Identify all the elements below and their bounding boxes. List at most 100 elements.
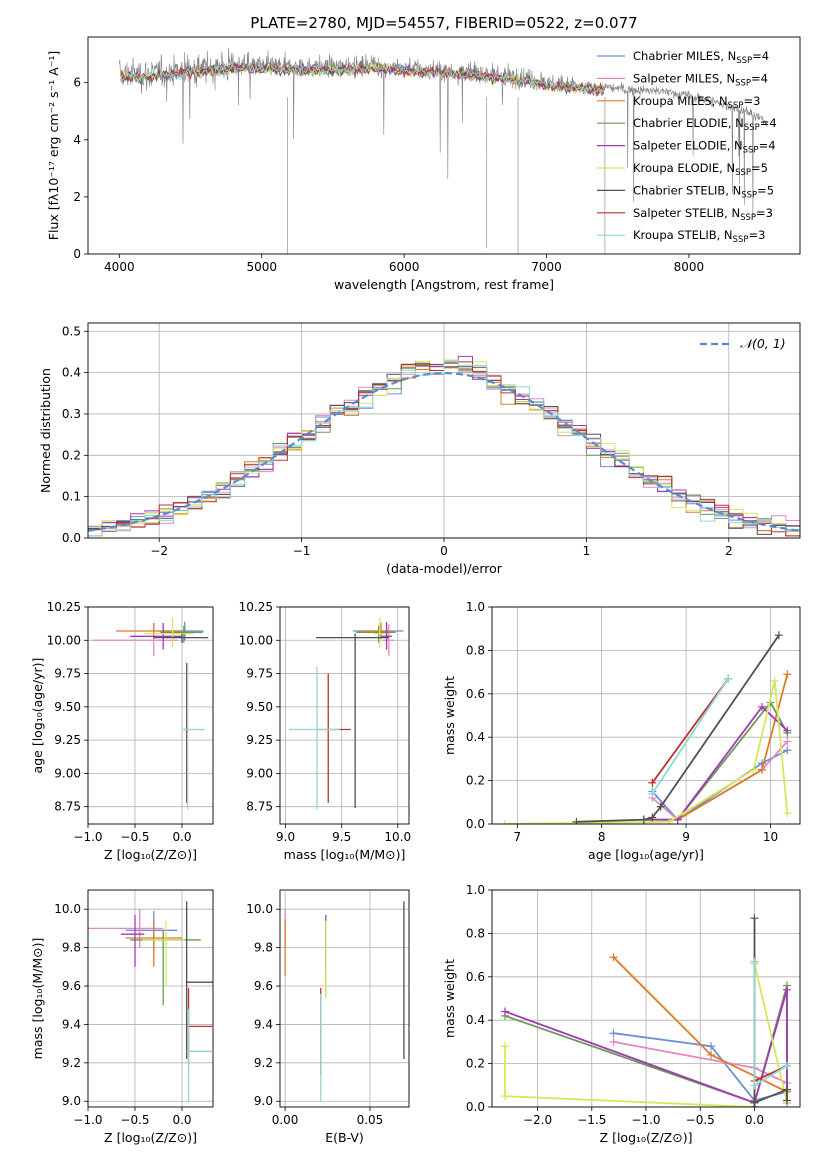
- model-spectrum-line: [120, 62, 604, 95]
- massweight-vs-age-panel: 7 8 9 10 0.0 0.2 0.4 0.6 0.8 1.0 age [log₁₀(age/yr…: [442, 600, 801, 862]
- legend-suffix: =4: [760, 116, 777, 130]
- legend-suffix: =3: [748, 228, 765, 242]
- y-tick-label: 9.2: [62, 1056, 81, 1070]
- legend-name: Salpeter STELIB, N: [633, 206, 740, 220]
- x-tick-label: 0.0: [172, 830, 191, 844]
- y-tick-label: 10.00: [47, 633, 81, 647]
- mass-vs-ebv-panel: 0.00 0.05 9.0 9.2 9.4 9.6 9.8 10.0 E(B-V): [246, 889, 410, 1145]
- y-tick-label: 9.00: [246, 766, 273, 780]
- x-tick-label: 9.0: [276, 830, 295, 844]
- y-tick-label: 8.75: [246, 800, 273, 814]
- legend-suffix: =3: [743, 94, 760, 108]
- mass-weight-marker: [783, 726, 792, 735]
- y-tick-label: 10.00: [239, 633, 273, 647]
- y-tick-label: 9.4: [62, 1017, 81, 1031]
- y-tick-label: 10.25: [239, 600, 273, 614]
- legend-name: Chabrier MILES, N: [633, 49, 736, 63]
- y-axis-label: Normed distribution: [38, 368, 53, 493]
- x-tick-label: −1.0: [73, 1113, 102, 1127]
- mass-weight-marker: [750, 914, 759, 923]
- legend-name: Salpeter MILES, N: [633, 71, 735, 85]
- x-tick-label: 0.0: [745, 1113, 764, 1127]
- legend-entry: Chabrier STELIB, NSSP=5: [633, 183, 774, 200]
- mass-weight-marker: [770, 676, 779, 685]
- y-tick-label: 0.6: [466, 970, 485, 984]
- axes-frame: [491, 606, 801, 825]
- y-axis-label: mass [log₁₀(M/M⊙)]: [30, 938, 45, 1060]
- mass-weight-marker: [774, 631, 783, 640]
- axes-frame: [87, 889, 214, 1108]
- y-axis-label: mass weight: [442, 676, 457, 755]
- x-tick-label: 4000: [104, 260, 135, 274]
- mass-weight-marker: [609, 953, 618, 962]
- y-tick-label: 9.75: [54, 667, 81, 681]
- legend-suffix: =4: [751, 71, 768, 85]
- mass-weight-marker: [572, 817, 581, 824]
- axes-frame: [87, 36, 801, 255]
- legend-sub: SSP: [741, 190, 757, 200]
- x-tick-label: −0.5: [120, 830, 149, 844]
- x-tick-label: 8000: [674, 260, 705, 274]
- chart-title: PLATE=2780, MJD=54557, FIBERID=0522, z=0…: [250, 14, 637, 32]
- y-tick-label: 0.0: [466, 817, 485, 831]
- legend-suffix: =5: [751, 161, 768, 175]
- mass-weight-line: [643, 705, 788, 821]
- mass-weight-marker: [648, 813, 657, 822]
- y-tick-label: 1.0: [466, 600, 485, 614]
- mass-weight-line: [504, 680, 789, 824]
- mass-weight-marker: [750, 1098, 759, 1107]
- legend-sub: SSP: [743, 146, 759, 156]
- x-tick-label: 9: [682, 830, 690, 844]
- mass-weight-marker: [782, 1096, 791, 1105]
- x-axis-label: Z [log₁₀(Z/Z⊙)]: [600, 1130, 693, 1145]
- y-tick-label: 9.25: [246, 733, 273, 747]
- x-tick-label: 0.05: [357, 1113, 384, 1127]
- legend-entry: Salpeter MILES, NSSP=4: [633, 71, 768, 88]
- y-axis-label: Flux [fλ10⁻¹⁷ erg cm⁻² s⁻¹ A⁻¹]: [46, 51, 61, 240]
- y-tick-label: 0.2: [466, 774, 485, 788]
- mass-weight-line: [651, 678, 730, 784]
- legend-suffix: =4: [759, 139, 776, 153]
- x-tick-label: −0.5: [686, 1113, 715, 1127]
- y-tick-label: 10.0: [246, 902, 273, 916]
- mass-weight-marker: [783, 746, 792, 755]
- x-tick-label: −2: [150, 544, 168, 558]
- mass-weight-marker: [724, 674, 733, 683]
- mass-weight-marker: [783, 737, 792, 746]
- x-tick-label: 6000: [389, 260, 420, 274]
- y-tick-label: 0.3: [62, 407, 81, 421]
- legend-name: Kroupa ELODIE, N: [633, 161, 735, 175]
- x-axis-label: Z [log₁₀(Z/Z⊙)]: [104, 1130, 197, 1145]
- y-tick-label: 9.0: [62, 1094, 81, 1108]
- x-tick-label: 0.0: [172, 1113, 191, 1127]
- y-tick-label: 10.25: [47, 600, 81, 614]
- massweight-vs-z-plot-area: [501, 914, 791, 1107]
- y-tick-label: 0.2: [62, 448, 81, 462]
- mass-weight-marker: [783, 809, 792, 818]
- x-tick-label: 0: [440, 544, 448, 558]
- mass-weight-marker: [783, 670, 792, 679]
- x-axis-label: mass [log₁₀(M/M⊙)]: [284, 847, 406, 862]
- mass-weight-marker: [656, 802, 665, 811]
- mass-weight-marker: [500, 820, 509, 824]
- axes-frame: [87, 606, 214, 825]
- spectrum-plot-area: [119, 48, 768, 254]
- y-tick-label: 0.4: [62, 366, 81, 380]
- x-tick-label: 10: [763, 830, 778, 844]
- x-tick-label: 9.5: [332, 830, 351, 844]
- y-tick-label: 9.4: [254, 1017, 273, 1031]
- x-tick-label: 10.0: [384, 830, 411, 844]
- age-vs-mass-plot-area: [288, 617, 404, 810]
- y-tick-label: 0.8: [466, 926, 485, 940]
- mass-weight-marker: [665, 817, 674, 824]
- mass-weight-marker: [501, 1007, 510, 1016]
- mass-weight-marker: [609, 1037, 618, 1046]
- residuals-panel: −2 −1 0 1 2 0.0 0.1 0.2 0.3 0.4 0.5 (data-model)/er…: [38, 322, 801, 576]
- x-tick-label: 0.00: [272, 1113, 299, 1127]
- legend-sub: SSP: [736, 56, 752, 66]
- legend-sub: SSP: [735, 168, 751, 178]
- residuals-plot-area: [88, 355, 800, 537]
- x-axis-label: age [log₁₀(age/yr)]: [588, 847, 704, 862]
- mass-weight-marker: [707, 1042, 716, 1051]
- mass-vs-ebv-plot-area: [284, 901, 405, 1102]
